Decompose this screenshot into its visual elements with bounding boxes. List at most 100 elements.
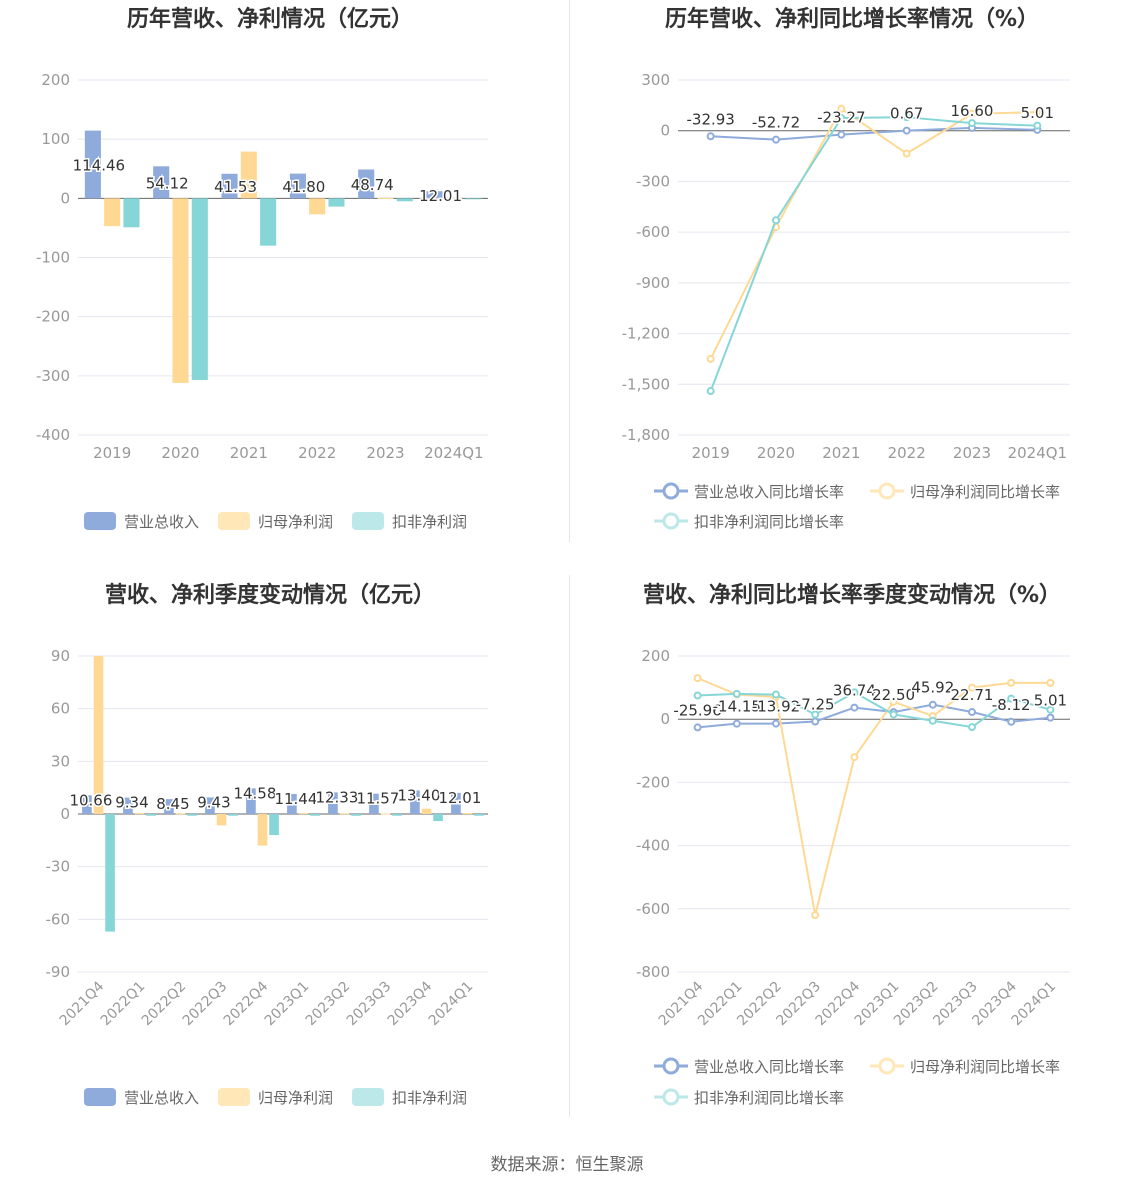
y-tick-label: 200 bbox=[641, 647, 670, 665]
x-tick-label: 2022Q1 bbox=[98, 979, 149, 1030]
data-label: 10.66 bbox=[69, 791, 112, 809]
chart-title: 营收、净利季度变动情况（亿元） bbox=[105, 582, 435, 608]
bar-revenue bbox=[426, 191, 443, 199]
legend-swatch bbox=[84, 1088, 116, 1106]
x-tick-label: 2023Q3 bbox=[344, 979, 395, 1030]
annual-values-panel: 历年营收、净利情况（亿元） 200 100 0 -100 -200 -300 -400 2019… bbox=[0, 0, 568, 560]
data-point bbox=[902, 113, 911, 122]
x-tick-label: 2022Q4 bbox=[221, 978, 272, 1029]
data-label: 9.43 bbox=[197, 793, 230, 811]
chart-title: 历年营收、净利同比增长率情况（%） bbox=[665, 6, 1039, 32]
bar-deducted_profit bbox=[465, 198, 482, 200]
x-tick-label: 2019 bbox=[93, 444, 131, 462]
data-point bbox=[1046, 713, 1055, 722]
legend-swatch bbox=[84, 512, 116, 530]
data-point bbox=[837, 114, 846, 123]
data-point bbox=[850, 753, 859, 762]
data-point bbox=[889, 697, 898, 706]
y-tick-label: -800 bbox=[636, 963, 670, 981]
y-tick-label: 30 bbox=[51, 752, 70, 770]
data-label: 54.12 bbox=[146, 174, 189, 192]
y-tick-label: 100 bbox=[41, 130, 70, 148]
bar-deducted_profit bbox=[433, 814, 443, 822]
y-tick-label: 90 bbox=[51, 647, 70, 665]
legend-label: 归母净利润 bbox=[258, 1089, 333, 1107]
bar-net_profit bbox=[309, 198, 326, 215]
y-tick-label: -30 bbox=[46, 858, 71, 876]
chart-title: 历年营收、净利情况（亿元） bbox=[127, 6, 413, 32]
data-point bbox=[889, 710, 898, 719]
x-tick-label: 2022 bbox=[888, 444, 926, 462]
data-label: 5.01 bbox=[1021, 104, 1054, 122]
legend-label: 归母净利润 bbox=[258, 513, 333, 531]
x-tick-label: 2024Q1 bbox=[1008, 444, 1068, 462]
bar-deducted_profit bbox=[328, 198, 345, 207]
bar-net_profit bbox=[339, 813, 350, 815]
data-source-note: 数据来源：恒生聚源 bbox=[490, 1155, 644, 1175]
bar-deducted_profit bbox=[310, 814, 320, 816]
data-point bbox=[706, 132, 715, 141]
quarterly-values-panel: 营收、净利季度变动情况（亿元） 90 60 30 0 -30 -60 -90 2021Q4 202… bbox=[0, 575, 568, 1135]
y-tick-label: 0 bbox=[60, 189, 70, 207]
data-point bbox=[732, 719, 741, 728]
x-tick-label: 2024Q1 bbox=[426, 979, 477, 1030]
y-tick-label: -1,500 bbox=[622, 375, 670, 393]
data-point bbox=[772, 719, 780, 728]
bar-net_profit bbox=[298, 813, 309, 815]
bar-deducted_profit bbox=[228, 814, 238, 816]
data-point bbox=[811, 911, 820, 920]
bar-net_profit bbox=[380, 813, 391, 815]
bar-revenue bbox=[451, 792, 461, 814]
legend-swatch bbox=[352, 1088, 384, 1106]
x-tick-label: 2020 bbox=[757, 444, 795, 462]
bar-net_profit bbox=[445, 198, 462, 200]
x-tick-label: 2023Q1 bbox=[262, 979, 313, 1030]
legend-label: 扣非净利润同比增长率 bbox=[694, 1089, 844, 1107]
data-point bbox=[1033, 108, 1042, 117]
data-label: 16.60 bbox=[951, 102, 994, 120]
x-tick-label: 2022 bbox=[298, 444, 336, 462]
y-tick-label: -400 bbox=[36, 426, 70, 444]
data-point bbox=[968, 119, 976, 128]
x-tick-label: 2020 bbox=[161, 444, 199, 462]
data-label: 36.74 bbox=[833, 682, 876, 700]
bar-revenue bbox=[153, 166, 170, 199]
data-point bbox=[850, 703, 859, 712]
annual-values-chart: 历年营收、净利情况（亿元） 200 100 0 -100 -200 -300 -400 2019… bbox=[36, 6, 488, 531]
vertical-divider-top bbox=[569, 0, 570, 542]
data-point bbox=[1007, 717, 1016, 726]
legend-swatch bbox=[352, 512, 384, 530]
data-point bbox=[850, 688, 859, 697]
x-tick-label: 2023Q4 bbox=[385, 978, 436, 1029]
data-point bbox=[706, 387, 715, 396]
data-point bbox=[902, 149, 911, 158]
data-label: 5.01 bbox=[1034, 692, 1067, 710]
y-tick-label: 0 bbox=[660, 710, 670, 728]
data-label: -52.72 bbox=[752, 114, 800, 132]
y-tick-label: -90 bbox=[46, 963, 71, 981]
legend-marker bbox=[662, 1057, 680, 1075]
data-point bbox=[693, 723, 702, 732]
data-label: -13.92 bbox=[752, 698, 800, 716]
x-tick-label: 2021Q4 bbox=[57, 978, 108, 1029]
data-label: -32.93 bbox=[686, 110, 734, 128]
data-label: 41.53 bbox=[214, 178, 257, 196]
y-tick-label: 60 bbox=[51, 700, 70, 718]
y-tick-label: 0 bbox=[60, 805, 70, 823]
bar-revenue bbox=[205, 797, 215, 814]
legend-label: 营业总收入同比增长率 bbox=[694, 1058, 844, 1076]
data-point bbox=[772, 690, 780, 699]
data-label: 12.33 bbox=[315, 788, 358, 806]
data-label: 9.34 bbox=[115, 794, 148, 812]
y-tick-label: 0 bbox=[660, 122, 670, 140]
x-tick-label: 2023 bbox=[366, 444, 404, 462]
vertical-divider-bottom bbox=[569, 575, 570, 1117]
y-tick-label: 200 bbox=[41, 71, 70, 89]
legend-marker bbox=[878, 482, 896, 500]
bar-net_profit bbox=[377, 198, 394, 200]
data-point bbox=[772, 135, 780, 144]
bar-revenue bbox=[82, 795, 92, 814]
bar-deducted_profit bbox=[474, 814, 484, 816]
series-line-net_profit bbox=[697, 677, 1051, 916]
y-tick-label: -200 bbox=[36, 308, 70, 326]
